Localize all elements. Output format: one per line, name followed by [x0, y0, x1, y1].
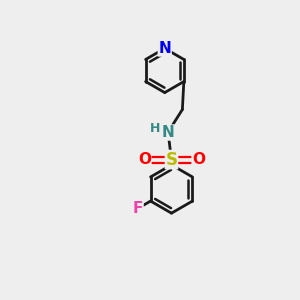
Text: N: N: [161, 125, 174, 140]
Text: O: O: [192, 152, 205, 167]
Text: H: H: [150, 122, 160, 135]
Text: F: F: [133, 201, 143, 216]
Text: O: O: [138, 152, 151, 167]
Text: S: S: [166, 151, 178, 169]
Text: N: N: [158, 41, 171, 56]
